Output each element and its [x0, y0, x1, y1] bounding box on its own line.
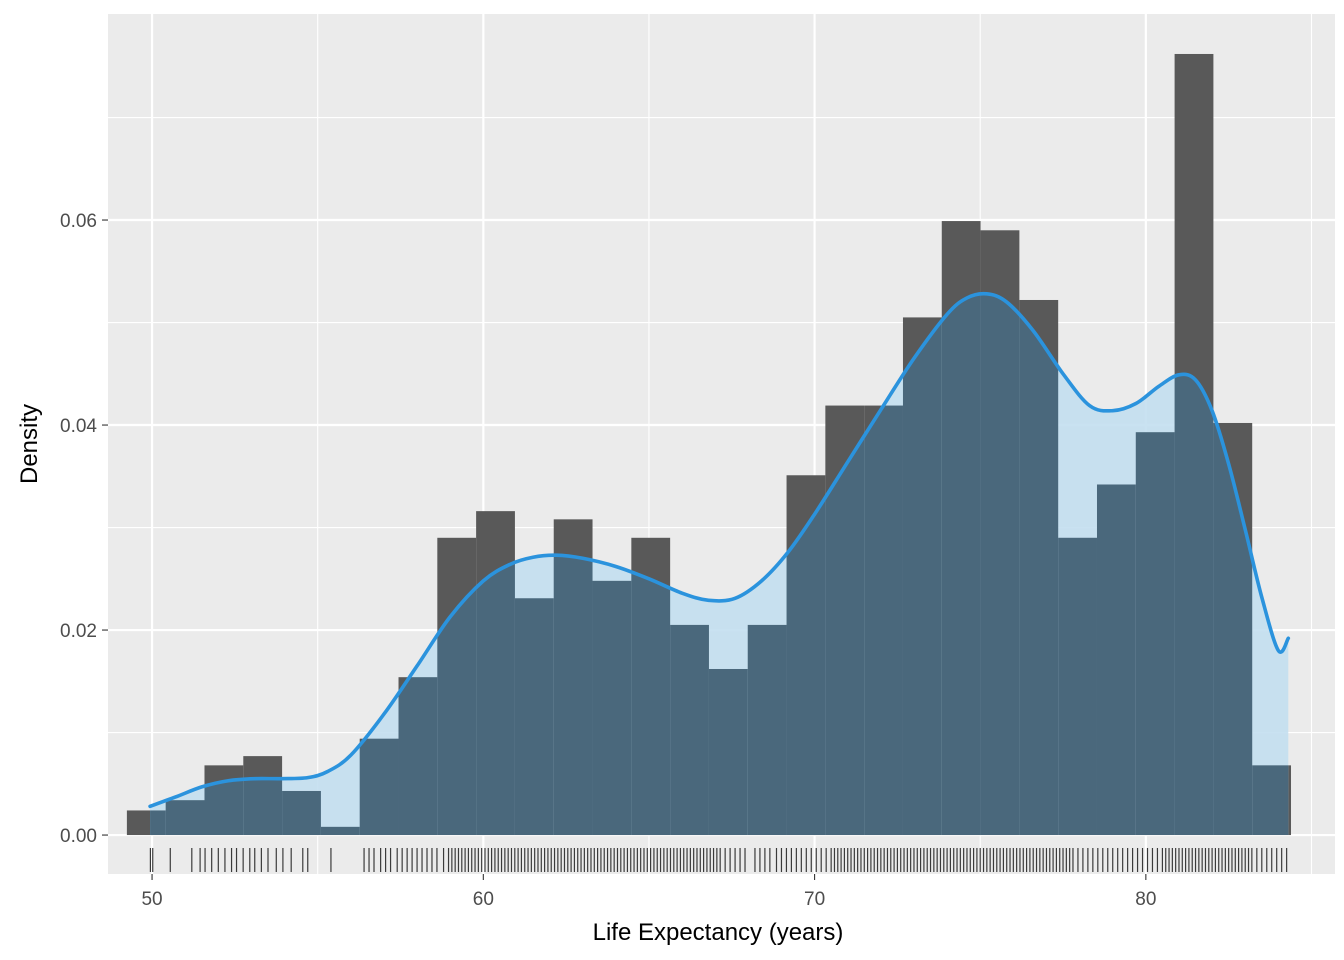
x-axis-title: Life Expectancy (years) [593, 919, 844, 946]
x-tick-label: 80 [1135, 889, 1156, 910]
overlap-bar [670, 624, 709, 836]
density-curve [148, 291, 1291, 809]
x-tick-label: 70 [804, 889, 825, 910]
histogram-density-overlap [150, 293, 1289, 836]
overlap-bar [282, 790, 321, 836]
overlap-bar [1252, 765, 1289, 836]
y-tick-label: 0.00 [60, 826, 97, 847]
y-tick-label: 0.06 [60, 211, 97, 232]
overlap-bar [553, 519, 593, 836]
x-tick-label: 60 [473, 889, 494, 910]
overlap-bar [1058, 537, 1097, 836]
overlap-bar [864, 405, 903, 836]
overlap-bar [1019, 299, 1059, 836]
overlap-bar [631, 537, 671, 836]
axes: 50 60 70 80 0.00 0.02 0.04 0.06 [60, 211, 1156, 910]
overlap-bar [747, 624, 787, 836]
overlap-bar [320, 826, 360, 836]
overlap-bar [1096, 484, 1136, 836]
overlap-bar [980, 293, 1020, 836]
overlap-bar [514, 598, 554, 836]
overlap-bar [1135, 432, 1175, 836]
overlap-bar [708, 668, 748, 836]
y-tick-label: 0.02 [60, 621, 97, 642]
y-tick-label: 0.04 [60, 416, 97, 437]
overlap-bar [941, 293, 981, 836]
overlap-bar [359, 738, 399, 836]
overlap-bar [592, 580, 632, 836]
x-tick-label: 50 [141, 889, 162, 910]
density-line [148, 291, 1291, 809]
overlap-bar [150, 810, 166, 836]
y-axis-title: Density [16, 404, 43, 484]
overlap-bar [902, 317, 942, 836]
overlap-bar [398, 677, 438, 836]
rug-marks [149, 848, 1288, 872]
overlap-bar [165, 800, 205, 836]
